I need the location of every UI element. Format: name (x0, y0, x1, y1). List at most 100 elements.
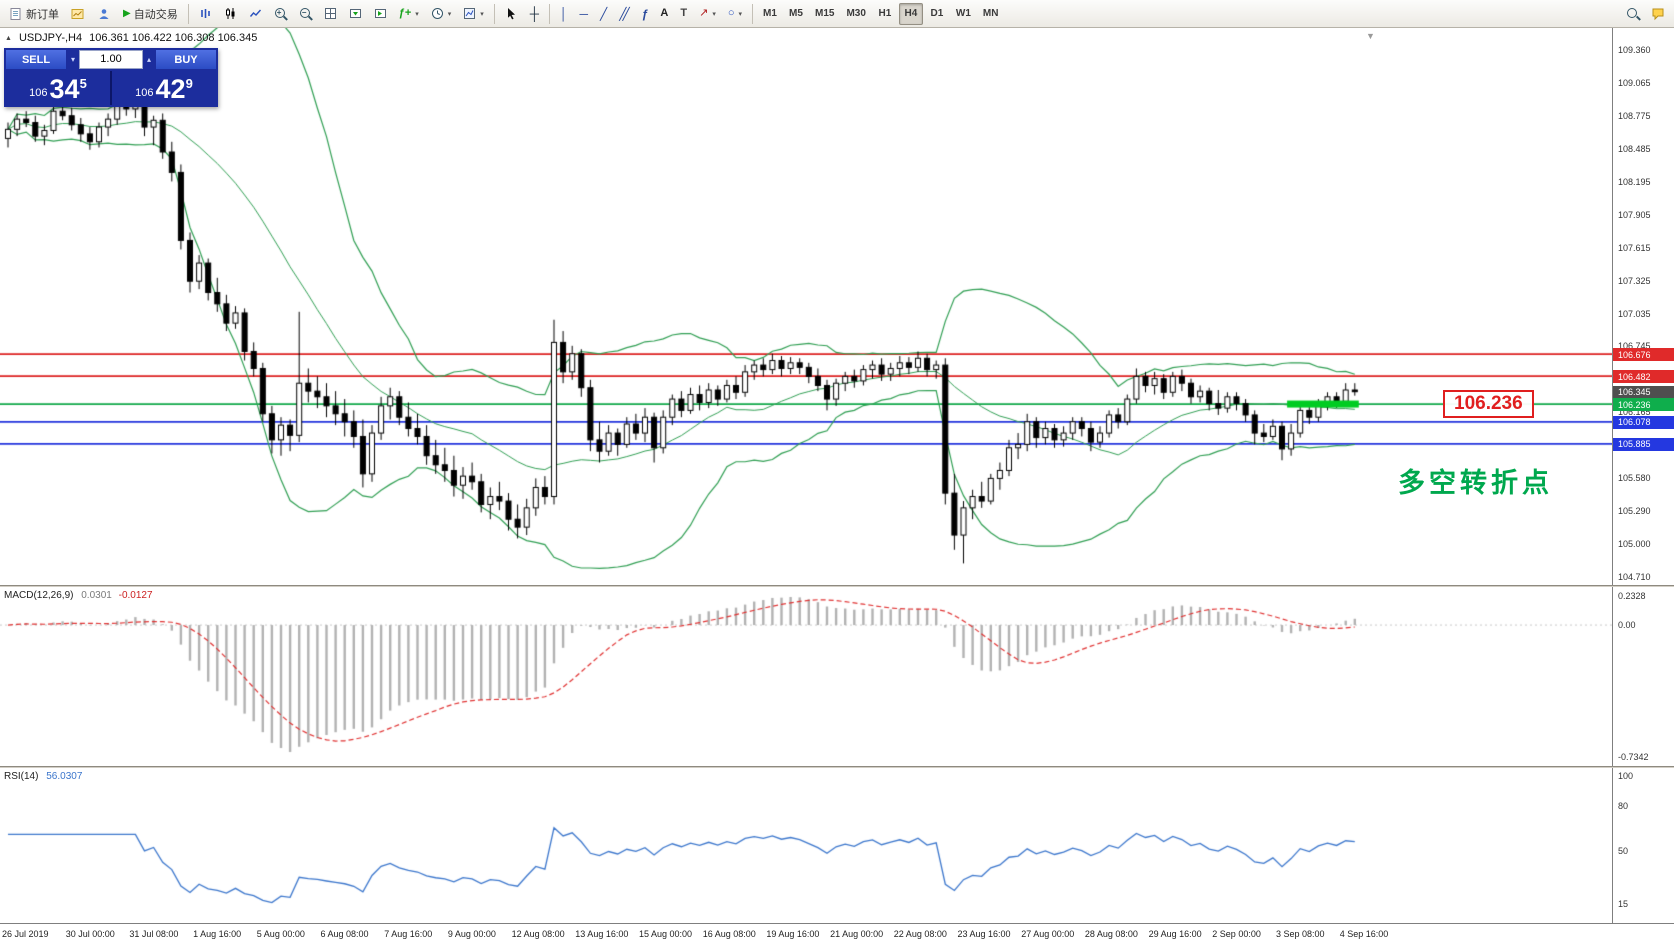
fibonacci-tool-button[interactable]: ƒ (637, 3, 654, 25)
buy-price-button[interactable]: 106 42 9 (112, 71, 216, 105)
vertical-line-icon: │ (560, 6, 568, 21)
trendline-icon: ╱ (600, 6, 608, 21)
time-axis-label: 28 Aug 08:00 (1084, 929, 1138, 939)
auto-scroll-icon (349, 7, 362, 20)
time-axis-label: 21 Aug 00:00 (830, 929, 884, 939)
periods-icon (431, 7, 444, 20)
channel-icon: ╱╱ (619, 6, 630, 21)
price-axis-label: 108.195 (1618, 177, 1651, 188)
time-axis[interactable]: 26 Jul 2019 30 Jul 00:00 31 Jul 08:00 1 Aug… (0, 923, 1674, 950)
text-label-icon: T (680, 7, 688, 19)
panel-separator[interactable] (0, 766, 1674, 768)
channel-tool-button[interactable]: ╱╱ (614, 3, 634, 25)
macd-panel[interactable]: MACD(12,26,9) 0.0301 -0.0127 (0, 587, 1612, 766)
timeframe-button-m1[interactable]: M1 (763, 8, 777, 19)
macd-axis-label: 0.00 (1618, 620, 1636, 631)
templates-button[interactable]: ▾ (458, 3, 489, 25)
time-axis-label: 9 Aug 00:00 (447, 929, 496, 939)
rsi-axis[interactable]: 100 80 50 15 (1612, 768, 1674, 923)
timeframe-button-w1[interactable]: W1 (955, 8, 971, 19)
macd-chart-canvas[interactable] (0, 587, 1612, 766)
bar-chart-button[interactable] (194, 3, 217, 25)
zoom-in-button[interactable]: + (269, 3, 292, 25)
candlestick-chart-button[interactable] (219, 3, 242, 25)
rsi-panel[interactable]: RSI(14) 56.0307 (0, 768, 1612, 923)
dropdown-caret-icon: ▾ (415, 10, 419, 18)
panel-separator[interactable] (0, 585, 1674, 587)
horizontal-line-tool-button[interactable]: ─ (575, 3, 594, 25)
volume-input[interactable]: 1.00 (79, 50, 143, 69)
indicators-button[interactable]: ƒ+ ▾ (394, 3, 424, 25)
timeframe-button-m30[interactable]: M30 (846, 8, 866, 19)
cursor-icon (505, 7, 518, 20)
buy-button[interactable]: BUY (156, 50, 216, 69)
turning-point-annotation[interactable]: 多空转折点 (1398, 468, 1553, 498)
new-chart-button[interactable] (66, 3, 90, 25)
price-tag: 106.236 (1613, 398, 1674, 412)
zoom-out-icon: − (299, 7, 312, 20)
toolbar-separator (549, 3, 551, 24)
chart-shift-marker-icon[interactable]: ▼ (1366, 31, 1375, 41)
price-axis-label: 108.485 (1618, 144, 1651, 155)
rsi-axis-label: 15 (1618, 898, 1629, 909)
time-axis-label: 13 Aug 16:00 (575, 929, 629, 939)
main-chart-panel[interactable]: ▲ USDJPY-,H4 106.361 106.422 106.308 106… (0, 28, 1612, 585)
zoom-out-button[interactable]: − (294, 3, 317, 25)
timeframe-button-m15[interactable]: M15 (815, 8, 835, 19)
buy-price-main: 42 (155, 74, 186, 104)
rsi-axis-label: 80 (1618, 801, 1629, 811)
price-axis-label: 107.615 (1618, 242, 1651, 253)
text-label-tool-button[interactable]: T (675, 3, 692, 25)
price-level-annotation[interactable]: 106.236 (1443, 390, 1534, 418)
periods-button[interactable]: ▾ (426, 3, 457, 25)
volume-increase-button[interactable]: ▴ (146, 55, 151, 64)
sell-price-button[interactable]: 106 34 5 (6, 71, 110, 105)
volume-decrease-button[interactable]: ▾ (70, 55, 75, 64)
candlestick-chart-canvas[interactable] (0, 28, 1612, 585)
timeframe-button-h4[interactable]: H4 (898, 2, 923, 25)
chat-icon (1651, 7, 1665, 21)
text-tool-button[interactable]: A (655, 3, 673, 25)
time-axis-label: 29 Aug 16:00 (1148, 929, 1202, 939)
time-axis-label: 27 Aug 00:00 (1021, 929, 1075, 939)
sell-price-main: 34 (49, 74, 80, 104)
line-chart-button[interactable] (244, 3, 267, 25)
profiles-button[interactable] (92, 3, 116, 25)
zoom-in-icon: + (274, 7, 287, 20)
vertical-line-tool-button[interactable]: │ (555, 3, 573, 25)
price-axis[interactable]: 109.360 109.065 108.775 108.485 108.195 107.9… (1612, 28, 1674, 585)
sell-button[interactable]: SELL (6, 50, 66, 69)
timeframe-button-mn[interactable]: MN (982, 8, 999, 19)
timeframe-button-h1[interactable]: H1 (878, 8, 892, 19)
new-order-button[interactable]: 新订单 (4, 3, 64, 25)
toolbar-separator (752, 3, 753, 24)
buy-price-prefix: 106 (135, 87, 154, 99)
new-order-label: 新订单 (26, 8, 59, 21)
price-axis-label: 105.290 (1618, 506, 1651, 517)
symbol-info: ▲ USDJPY-,H4 106.361 106.422 106.308 106… (5, 32, 257, 44)
timeframe-button-m5[interactable]: M5 (789, 8, 803, 19)
macd-axis[interactable]: 0.2328 0.00 -0.7342 (1612, 587, 1674, 766)
autotrading-button[interactable]: ▶ 自动交易 (118, 3, 183, 25)
buy-price-pip: 9 (185, 76, 193, 91)
time-axis-label: 31 Jul 08:00 (129, 929, 179, 939)
shapes-icon: ○ (727, 7, 735, 19)
cursor-tool-button[interactable] (500, 3, 523, 25)
help-chat-button[interactable] (1646, 3, 1670, 25)
arrows-tool-button[interactable]: ↗ ▾ (694, 3, 721, 25)
macd-main-value: 0.0301 (81, 590, 112, 601)
tile-windows-button[interactable] (319, 3, 342, 25)
price-axis-label: 107.905 (1618, 209, 1651, 220)
search-button[interactable] (1621, 3, 1644, 25)
fibonacci-icon: ƒ (641, 6, 649, 21)
toolbar-separator (187, 3, 189, 24)
crosshair-tool-button[interactable]: ┼ (525, 3, 544, 25)
rsi-chart-canvas[interactable] (0, 768, 1612, 923)
search-icon (1626, 7, 1639, 20)
trendline-tool-button[interactable]: ╱ (595, 3, 612, 25)
timeframe-button-d1[interactable]: D1 (930, 8, 944, 19)
indicators-icon: ƒ+ (398, 7, 412, 19)
shapes-tool-button[interactable]: ○ ▾ (723, 3, 747, 25)
chart-shift-button[interactable] (369, 3, 392, 25)
auto-scroll-button[interactable] (344, 3, 367, 25)
